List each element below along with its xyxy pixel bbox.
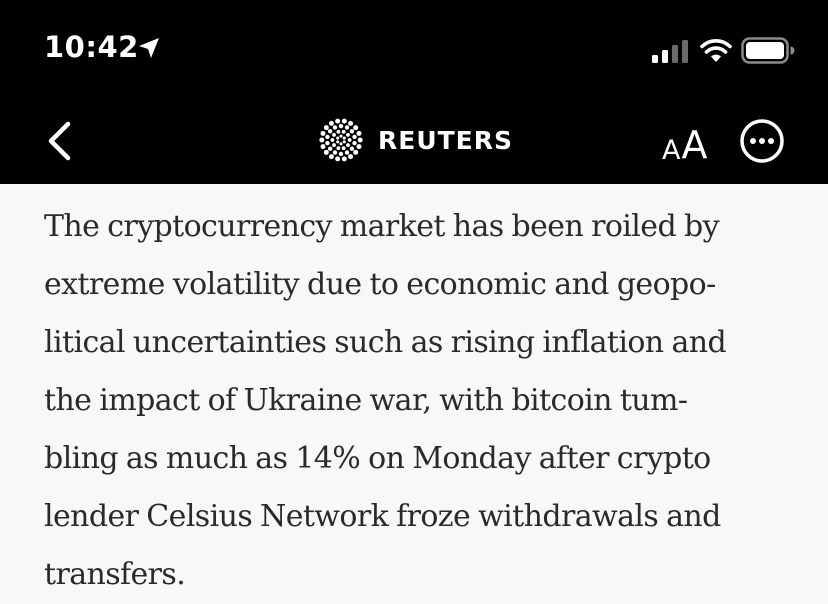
more-options-icon[interactable] bbox=[739, 118, 785, 164]
article-line: bling as much as 14% on Monday after cry… bbox=[44, 441, 711, 476]
article-line: lender Celsius Network froze withdrawals… bbox=[44, 499, 721, 534]
article-line: transfers. bbox=[44, 557, 186, 592]
status-time: 10:42 bbox=[44, 30, 139, 64]
article-line: extreme volatility due to economic and g… bbox=[44, 267, 716, 302]
font-size-large-label: A bbox=[681, 123, 708, 167]
article-line: litical uncertainties such as rising inf… bbox=[44, 325, 727, 360]
back-button[interactable] bbox=[40, 118, 80, 164]
brand-name: REUTERS bbox=[378, 125, 514, 155]
reuters-brand: REUTERS bbox=[318, 118, 513, 162]
cellular-signal-icon bbox=[652, 40, 688, 63]
top-bar: 10:42 REUTERS A A bbox=[0, 0, 828, 184]
battery-icon bbox=[741, 37, 795, 64]
wifi-icon bbox=[700, 39, 732, 62]
article-line: the impact of Ukraine war, with bitcoin … bbox=[44, 383, 688, 418]
article-body: The cryptocurrency market has been roile… bbox=[44, 198, 804, 604]
location-arrow-icon bbox=[139, 38, 159, 58]
article-line: The cryptocurrency market has been roile… bbox=[44, 209, 720, 244]
reuters-logo-icon bbox=[319, 118, 363, 162]
font-size-small-label: A bbox=[662, 135, 681, 166]
font-size-button[interactable]: A A bbox=[662, 116, 707, 164]
